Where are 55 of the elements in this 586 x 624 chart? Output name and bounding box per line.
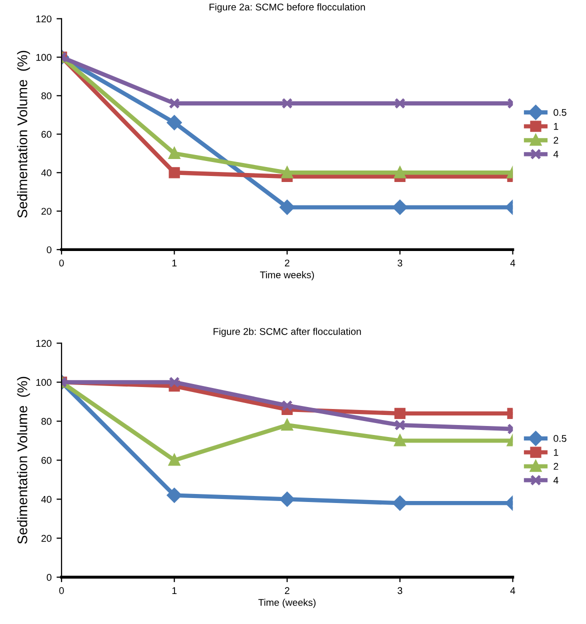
y-tick-label: 80 — [41, 418, 52, 425]
x-tick-label: 1 — [172, 587, 177, 594]
legend-label: 1 — [554, 449, 558, 456]
y-axis-title: Sedimentation Volume (%) — [17, 50, 30, 218]
point — [282, 98, 293, 109]
y-tick-label: 80 — [41, 92, 52, 100]
point — [394, 420, 406, 431]
point — [280, 492, 294, 506]
legend-label: 1 — [554, 123, 558, 130]
point — [168, 98, 180, 109]
x-axis-title: Time (weeks) — [258, 598, 316, 608]
x-tick-label: 0 — [59, 260, 64, 266]
y-tick-label: 40 — [41, 496, 52, 503]
x-tick-label: 3 — [398, 260, 402, 266]
point — [392, 496, 408, 510]
y-tick-label: 20 — [41, 208, 52, 215]
legend-label: 2 — [554, 462, 558, 470]
x-tick-label: 2 — [284, 587, 290, 594]
legend-label: 0.5 — [554, 435, 566, 442]
legend-label: 4 — [553, 150, 558, 158]
y-axis-title: Sedimentation Volume (%) — [17, 376, 30, 544]
point — [280, 200, 294, 215]
point — [282, 400, 293, 412]
y-tick-label: 0 — [46, 246, 52, 254]
x-tick-label: 3 — [398, 587, 402, 594]
point — [168, 148, 180, 159]
chart-title: Figure 2a: SCMC before flocculation — [210, 3, 365, 12]
y-tick-label: 60 — [41, 130, 52, 138]
y-tick-label: 20 — [41, 534, 52, 542]
point — [167, 115, 182, 130]
y-tick-label: 120 — [36, 340, 52, 347]
x-tick-label: 4 — [510, 587, 516, 594]
point — [392, 200, 408, 215]
point — [167, 488, 182, 503]
point — [282, 167, 293, 178]
legend-label: 2 — [554, 136, 558, 144]
point — [168, 376, 180, 388]
y-tick-label: 60 — [41, 456, 52, 464]
y-tick-label: 100 — [36, 54, 52, 61]
chart-title: Figure 2b: SCMC after flocculation — [214, 328, 361, 337]
x-tick-label: 4 — [510, 260, 516, 266]
point — [168, 167, 180, 178]
y-tick-label: 100 — [36, 378, 52, 386]
point — [394, 98, 406, 109]
legend-label: 4 — [553, 476, 558, 484]
point — [394, 408, 406, 419]
legend-label: 0.5 — [554, 109, 566, 116]
x-tick-label: 2 — [284, 260, 290, 266]
y-tick-label: 120 — [36, 15, 52, 22]
point — [168, 454, 180, 466]
x-tick-label: 0 — [59, 587, 64, 594]
y-tick-label: 40 — [41, 169, 52, 176]
x-tick-label: 1 — [172, 260, 177, 266]
x-axis-title: Time weeks) — [260, 271, 314, 280]
y-tick-label: 0 — [46, 574, 52, 581]
